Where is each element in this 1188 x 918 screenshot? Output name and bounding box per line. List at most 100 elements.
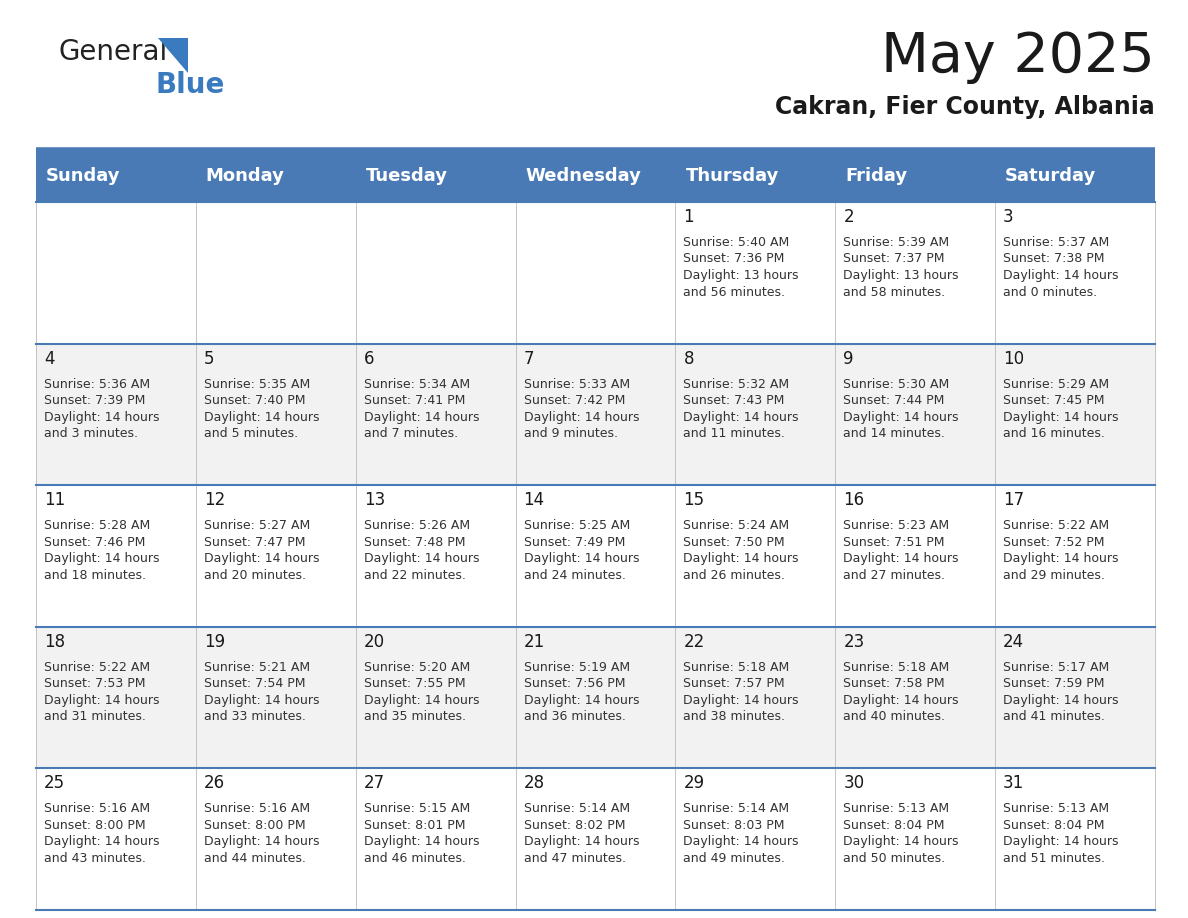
Text: and 7 minutes.: and 7 minutes. (364, 427, 457, 440)
Text: 24: 24 (1003, 633, 1024, 651)
Text: Sunset: 7:45 PM: Sunset: 7:45 PM (1003, 394, 1105, 407)
Text: and 36 minutes.: and 36 minutes. (524, 711, 625, 723)
Text: Sunrise: 5:20 AM: Sunrise: 5:20 AM (364, 661, 470, 674)
Text: Sunset: 7:55 PM: Sunset: 7:55 PM (364, 677, 466, 690)
Text: Sunrise: 5:16 AM: Sunrise: 5:16 AM (44, 802, 150, 815)
Text: 5: 5 (204, 350, 214, 367)
Text: 26: 26 (204, 775, 225, 792)
Text: and 14 minutes.: and 14 minutes. (843, 427, 946, 440)
Text: 20: 20 (364, 633, 385, 651)
Text: Daylight: 14 hours: Daylight: 14 hours (683, 694, 798, 707)
Text: 23: 23 (843, 633, 865, 651)
Text: 28: 28 (524, 775, 544, 792)
Text: 2: 2 (843, 208, 854, 226)
Text: Sunrise: 5:17 AM: Sunrise: 5:17 AM (1003, 661, 1110, 674)
Text: 11: 11 (44, 491, 65, 509)
Text: Sunrise: 5:37 AM: Sunrise: 5:37 AM (1003, 236, 1110, 249)
Text: 12: 12 (204, 491, 225, 509)
Text: Daylight: 14 hours: Daylight: 14 hours (843, 553, 959, 565)
Text: Sunset: 7:46 PM: Sunset: 7:46 PM (44, 536, 145, 549)
Text: Sunset: 8:00 PM: Sunset: 8:00 PM (204, 819, 305, 832)
Bar (36, 768, 1155, 910)
Text: Daylight: 14 hours: Daylight: 14 hours (843, 694, 959, 707)
Text: Sunset: 7:44 PM: Sunset: 7:44 PM (843, 394, 944, 407)
Text: and 3 minutes.: and 3 minutes. (44, 427, 138, 440)
Text: and 43 minutes.: and 43 minutes. (44, 852, 146, 865)
Text: and 35 minutes.: and 35 minutes. (364, 711, 466, 723)
Text: 18: 18 (44, 633, 65, 651)
Text: Daylight: 14 hours: Daylight: 14 hours (204, 553, 320, 565)
Text: Sunrise: 5:13 AM: Sunrise: 5:13 AM (1003, 802, 1110, 815)
Text: General: General (58, 38, 168, 66)
Text: Tuesday: Tuesday (366, 167, 448, 185)
Text: Sunrise: 5:32 AM: Sunrise: 5:32 AM (683, 377, 790, 390)
Text: Daylight: 14 hours: Daylight: 14 hours (364, 835, 479, 848)
Text: Sunset: 7:47 PM: Sunset: 7:47 PM (204, 536, 305, 549)
Text: and 5 minutes.: and 5 minutes. (204, 427, 298, 440)
Text: 27: 27 (364, 775, 385, 792)
Text: Daylight: 14 hours: Daylight: 14 hours (204, 694, 320, 707)
Text: Daylight: 14 hours: Daylight: 14 hours (44, 835, 159, 848)
Text: Sunrise: 5:22 AM: Sunrise: 5:22 AM (44, 661, 150, 674)
Text: Daylight: 14 hours: Daylight: 14 hours (524, 694, 639, 707)
Text: and 49 minutes.: and 49 minutes. (683, 852, 785, 865)
Text: 9: 9 (843, 350, 854, 367)
Text: Daylight: 14 hours: Daylight: 14 hours (843, 835, 959, 848)
Text: and 46 minutes.: and 46 minutes. (364, 852, 466, 865)
Text: Sunset: 8:00 PM: Sunset: 8:00 PM (44, 819, 146, 832)
Text: and 47 minutes.: and 47 minutes. (524, 852, 626, 865)
Text: Daylight: 14 hours: Daylight: 14 hours (1003, 410, 1119, 423)
Polygon shape (158, 38, 188, 73)
Text: May 2025: May 2025 (881, 30, 1155, 84)
Text: and 0 minutes.: and 0 minutes. (1003, 285, 1098, 298)
Bar (36, 486, 1155, 627)
Text: Daylight: 14 hours: Daylight: 14 hours (364, 553, 479, 565)
Text: and 27 minutes.: and 27 minutes. (843, 568, 946, 582)
Text: Monday: Monday (206, 167, 285, 185)
Text: Daylight: 14 hours: Daylight: 14 hours (1003, 269, 1119, 282)
Text: Sunrise: 5:36 AM: Sunrise: 5:36 AM (44, 377, 150, 390)
Text: Sunset: 7:50 PM: Sunset: 7:50 PM (683, 536, 785, 549)
Text: Sunset: 8:04 PM: Sunset: 8:04 PM (1003, 819, 1105, 832)
Text: Sunset: 7:58 PM: Sunset: 7:58 PM (843, 677, 944, 690)
Text: Sunset: 7:52 PM: Sunset: 7:52 PM (1003, 536, 1105, 549)
Text: Sunset: 7:36 PM: Sunset: 7:36 PM (683, 252, 785, 265)
Text: Sunrise: 5:25 AM: Sunrise: 5:25 AM (524, 520, 630, 532)
Text: Sunrise: 5:34 AM: Sunrise: 5:34 AM (364, 377, 469, 390)
Text: Daylight: 14 hours: Daylight: 14 hours (1003, 553, 1119, 565)
Text: Sunset: 7:38 PM: Sunset: 7:38 PM (1003, 252, 1105, 265)
Bar (36, 150, 1155, 202)
Text: 1: 1 (683, 208, 694, 226)
Text: 3: 3 (1003, 208, 1013, 226)
Text: Friday: Friday (846, 167, 908, 185)
Text: Daylight: 14 hours: Daylight: 14 hours (204, 410, 320, 423)
Text: 8: 8 (683, 350, 694, 367)
Text: Sunrise: 5:30 AM: Sunrise: 5:30 AM (843, 377, 949, 390)
Text: Daylight: 14 hours: Daylight: 14 hours (683, 553, 798, 565)
Text: and 26 minutes.: and 26 minutes. (683, 568, 785, 582)
Text: and 11 minutes.: and 11 minutes. (683, 427, 785, 440)
Text: 22: 22 (683, 633, 704, 651)
Text: Daylight: 14 hours: Daylight: 14 hours (1003, 835, 1119, 848)
Text: and 31 minutes.: and 31 minutes. (44, 711, 146, 723)
Text: Sunrise: 5:29 AM: Sunrise: 5:29 AM (1003, 377, 1110, 390)
Text: Sunrise: 5:33 AM: Sunrise: 5:33 AM (524, 377, 630, 390)
Text: Sunset: 7:41 PM: Sunset: 7:41 PM (364, 394, 465, 407)
Text: and 56 minutes.: and 56 minutes. (683, 285, 785, 298)
Text: Sunrise: 5:14 AM: Sunrise: 5:14 AM (683, 802, 790, 815)
Text: Saturday: Saturday (1005, 167, 1097, 185)
Text: Sunrise: 5:22 AM: Sunrise: 5:22 AM (1003, 520, 1110, 532)
Text: and 51 minutes.: and 51 minutes. (1003, 852, 1105, 865)
Text: Sunrise: 5:15 AM: Sunrise: 5:15 AM (364, 802, 470, 815)
Text: Wednesday: Wednesday (525, 167, 642, 185)
Text: 30: 30 (843, 775, 865, 792)
Text: Sunrise: 5:16 AM: Sunrise: 5:16 AM (204, 802, 310, 815)
Text: and 24 minutes.: and 24 minutes. (524, 568, 625, 582)
Text: 14: 14 (524, 491, 544, 509)
Text: Sunset: 7:53 PM: Sunset: 7:53 PM (44, 677, 145, 690)
Text: 10: 10 (1003, 350, 1024, 367)
Text: and 29 minutes.: and 29 minutes. (1003, 568, 1105, 582)
Text: Sunset: 8:03 PM: Sunset: 8:03 PM (683, 819, 785, 832)
Text: Sunrise: 5:35 AM: Sunrise: 5:35 AM (204, 377, 310, 390)
Text: 15: 15 (683, 491, 704, 509)
